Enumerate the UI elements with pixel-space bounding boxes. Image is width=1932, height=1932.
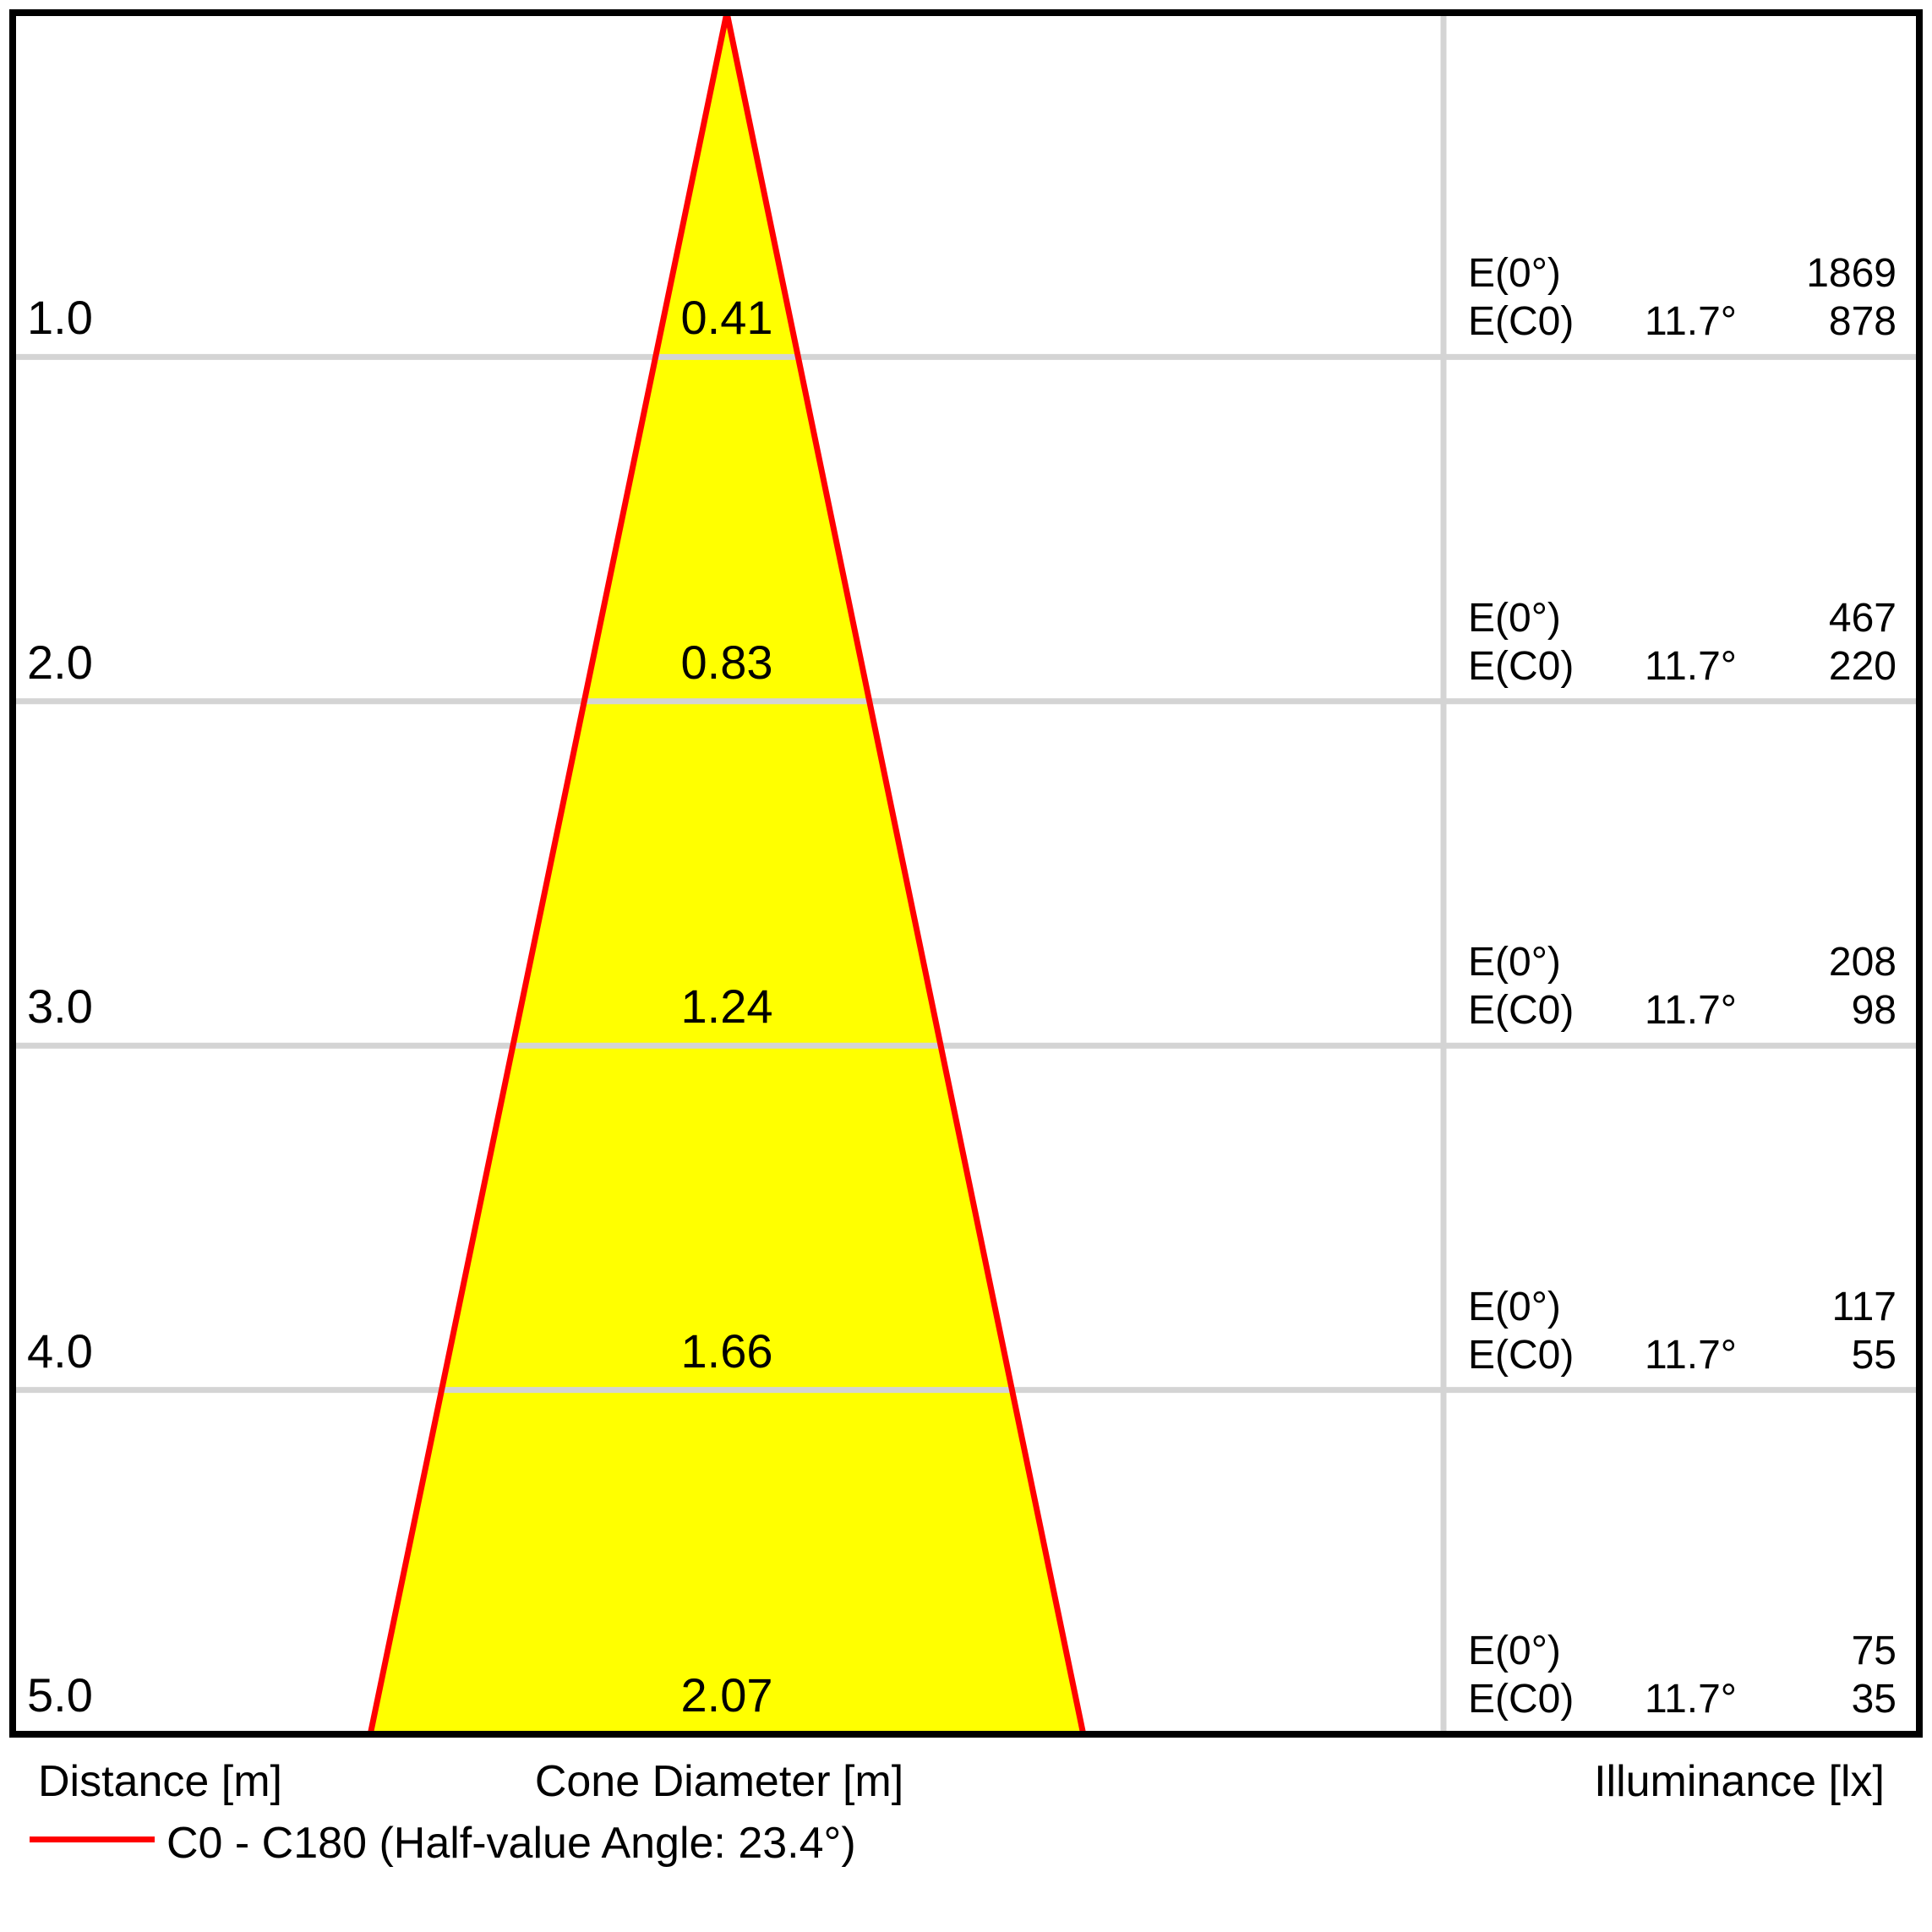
cone-diameter-value: 2.07 (680, 1668, 773, 1722)
half-angle-value: 11.7° (1644, 1677, 1737, 1722)
distance-value: 1.0 (27, 291, 93, 345)
e0-row-label: E(0°) (1468, 940, 1561, 985)
distance-value: 2.0 (27, 635, 93, 689)
cone-diameter-value: 1.24 (680, 980, 773, 1034)
ec0-value: 55 (1851, 1332, 1897, 1378)
diagram-frame (9, 9, 1923, 1738)
cone-diameter-value: 1.66 (680, 1323, 773, 1378)
e0-value: 75 (1851, 1629, 1897, 1673)
distance-value: 4.0 (27, 1323, 93, 1378)
e0-value: 117 (1831, 1284, 1897, 1329)
cone-diameter-value: 0.83 (680, 635, 773, 689)
e0-row-label: E(0°) (1468, 1284, 1561, 1329)
e0-row-label: E(0°) (1468, 251, 1561, 297)
cone-edge-right (723, 12, 1087, 1735)
e0-value: 208 (1828, 940, 1897, 985)
ec0-value: 878 (1828, 299, 1897, 345)
distance-value: 3.0 (27, 980, 93, 1034)
legend-red-line-swatch (30, 1836, 155, 1842)
e0-value: 467 (1828, 595, 1897, 641)
ec0-row-label: E(C0) (1468, 988, 1575, 1034)
half-angle-value: 11.7° (1644, 299, 1737, 345)
half-angle-value: 11.7° (1644, 643, 1737, 689)
illuminance-axis-label: Illuminance [lx] (1594, 1757, 1885, 1806)
cone-edge-left (367, 12, 730, 1735)
legend-label: C0 - C180 (Half-value Angle: 23.4°) (166, 1819, 856, 1868)
e0-row-label: E(0°) (1468, 1629, 1561, 1673)
ec0-value: 35 (1851, 1677, 1897, 1722)
ec0-row-label: E(C0) (1468, 643, 1575, 689)
e0-row-label: E(0°) (1468, 595, 1561, 641)
light-cone-fill (370, 13, 1083, 1734)
cone-diameter-axis-label: Cone Diameter [m] (534, 1757, 904, 1806)
ec0-row-label: E(C0) (1468, 299, 1575, 345)
e0-value: 1869 (1806, 251, 1897, 297)
ec0-value: 220 (1828, 643, 1897, 689)
half-angle-value: 11.7° (1644, 988, 1737, 1034)
distance-value: 5.0 (27, 1668, 93, 1722)
cone-diameter-value: 0.41 (680, 291, 773, 345)
ec0-row-label: E(C0) (1468, 1677, 1575, 1722)
half-angle-value: 11.7° (1644, 1332, 1737, 1378)
ec0-row-label: E(C0) (1468, 1332, 1575, 1378)
distance-axis-label: Distance [m] (38, 1757, 282, 1806)
ec0-value: 98 (1851, 988, 1897, 1034)
